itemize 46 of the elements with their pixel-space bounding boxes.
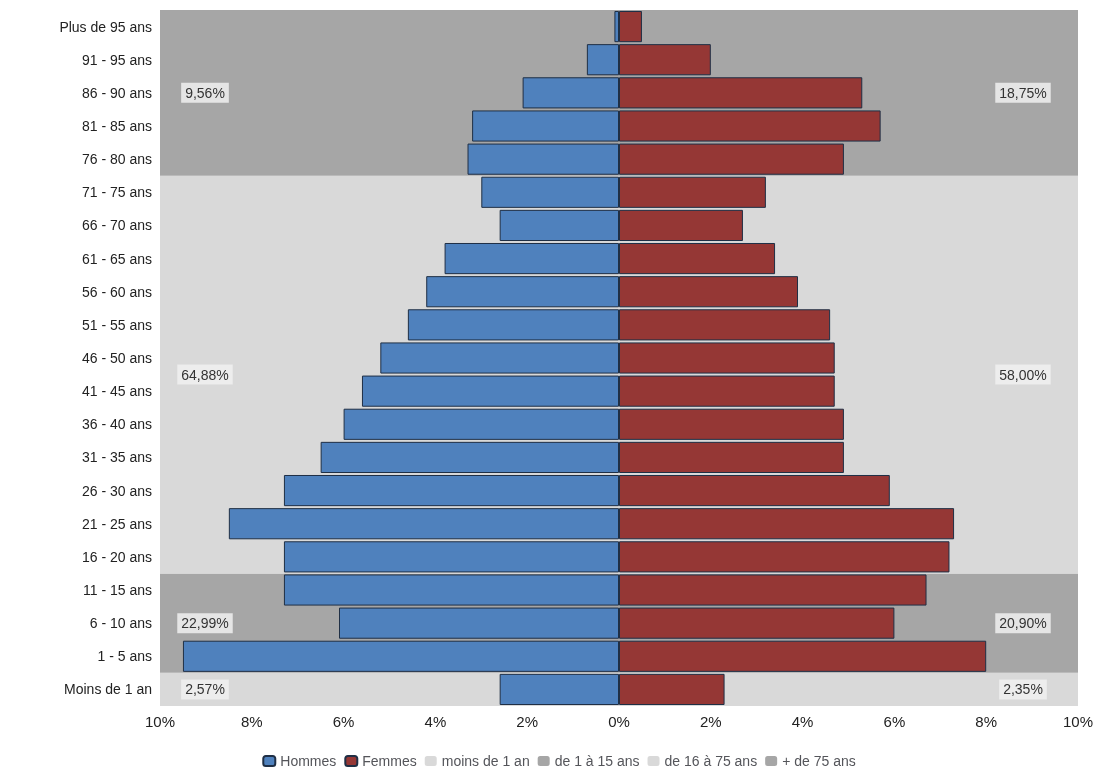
annotation: 58,00% <box>999 366 1047 383</box>
annotation: 22,99% <box>181 615 229 632</box>
x-tick-label: 8% <box>975 713 998 730</box>
y-tick-label: 46 - 50 ans <box>81 350 152 366</box>
annotation: 20,90% <box>999 615 1047 632</box>
legend-label: Femmes <box>362 753 417 769</box>
y-tick-label: 91 - 95 ans <box>81 51 152 68</box>
y-tick-label: 16 - 20 ans <box>81 548 152 565</box>
y-tick-label: 51 - 55 ans <box>81 316 152 333</box>
x-tick-label: 0% <box>608 713 630 730</box>
annotation: 2,35% <box>1003 681 1043 698</box>
annotation: 64,88% <box>181 366 229 383</box>
y-tick-label: 31 - 35 ans <box>81 449 152 466</box>
y-tick-label: 41 - 45 ans <box>81 383 152 400</box>
legend-label: + de 75 ans <box>782 753 856 769</box>
annotation: 9,56% <box>185 84 225 101</box>
y-tick-label: 56 - 60 ans <box>81 283 152 300</box>
legend-label: Hommes <box>280 753 337 769</box>
x-tick-label: 6% <box>883 713 906 730</box>
y-tick-label: 66 - 70 ans <box>81 217 152 234</box>
x-tick-label: 6% <box>332 713 355 730</box>
x-tick-label: 8% <box>240 713 263 730</box>
annotation: 2,57% <box>185 681 225 698</box>
x-tick-label: 4% <box>424 713 447 730</box>
y-tick-label: 11 - 15 ans <box>82 582 152 598</box>
legend-label: de 1 à 15 ans <box>554 753 640 769</box>
y-tick-label: 21 - 25 ans <box>81 515 152 532</box>
y-tick-label: 6 - 10 ans <box>89 615 152 632</box>
annotation: 18,75% <box>999 84 1047 101</box>
y-tick-label: 86 - 90 ans <box>81 84 152 101</box>
x-tick-label: 4% <box>791 713 814 730</box>
x-tick-label: 10% <box>144 713 176 730</box>
y-tick-label: Moins de 1 an <box>64 681 152 698</box>
y-tick-label: 36 - 40 ans <box>81 416 152 433</box>
legend-label: de 16 à 75 ans <box>664 753 758 769</box>
x-tick-label: 2% <box>516 713 539 730</box>
y-tick-label: 76 - 80 ans <box>81 151 152 168</box>
x-tick-label: 2% <box>699 713 722 730</box>
y-tick-label: 26 - 30 ans <box>81 482 152 499</box>
x-tick-label: 10% <box>1062 713 1094 730</box>
y-tick-label: 1 - 5 ans <box>97 648 152 665</box>
y-tick-label: 81 - 85 ans <box>81 118 152 134</box>
y-tick-label: 61 - 65 ans <box>81 250 152 267</box>
legend-label: moins de 1 an <box>441 753 530 769</box>
y-tick-label: 71 - 75 ans <box>81 184 152 201</box>
y-tick-label: Plus de 95 ans <box>59 18 152 35</box>
